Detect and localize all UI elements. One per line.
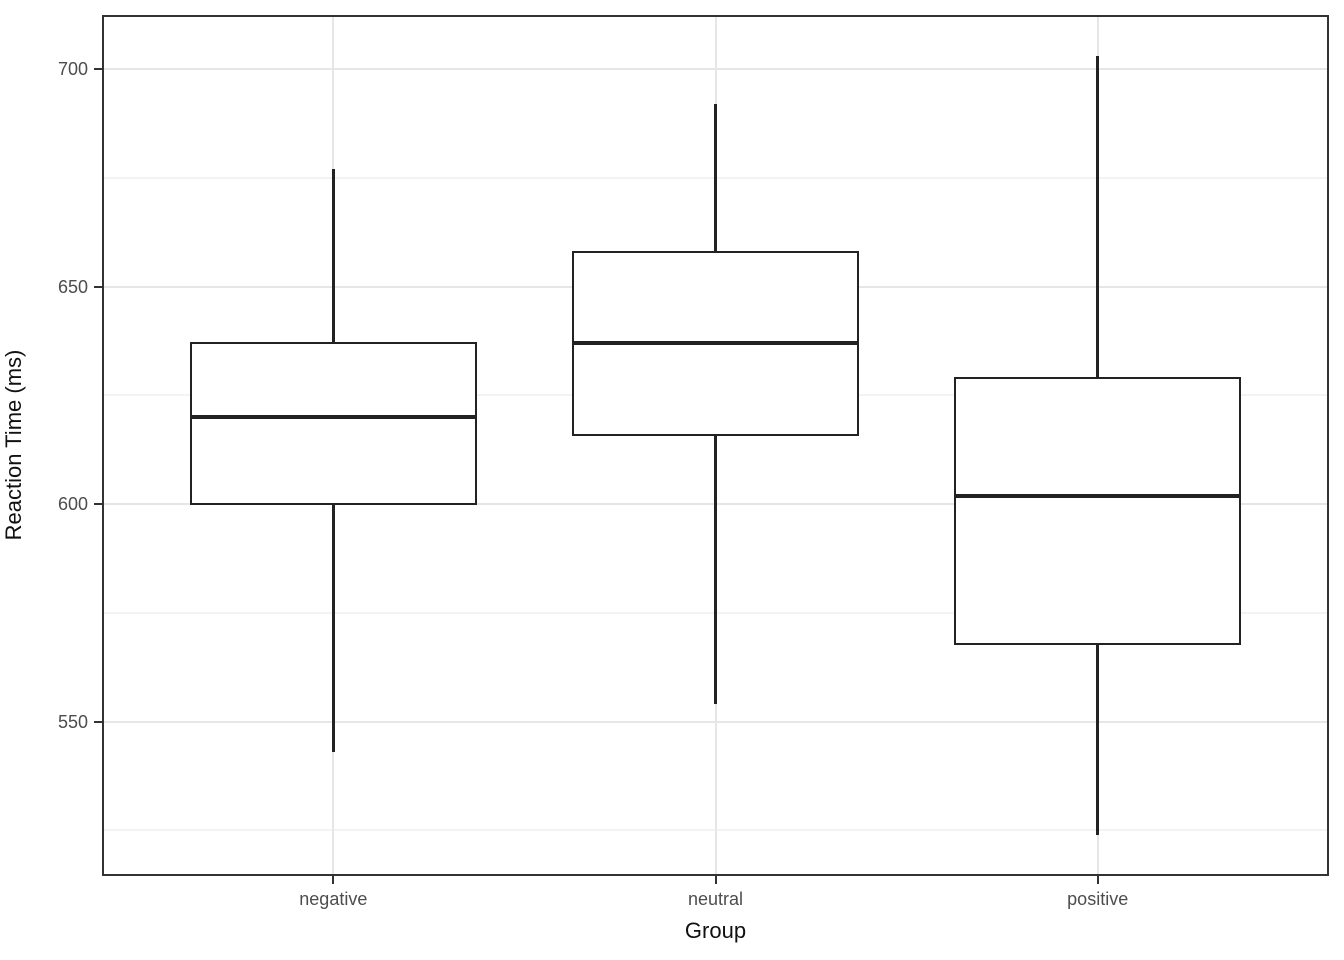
y-tick-mark <box>94 285 102 288</box>
x-tick-label: negative <box>299 889 368 909</box>
y-tick-label: 600 <box>57 494 88 515</box>
x-axis-title: Group <box>684 918 747 943</box>
whisker-lower <box>714 434 717 705</box>
iqr-box <box>189 342 477 506</box>
y-tick-label: 700 <box>57 59 88 80</box>
y-tick-mark <box>94 68 102 71</box>
y-axis-title: Reaction Time (ms) <box>1 349 26 541</box>
whisker-upper <box>714 104 717 252</box>
x-tick-mark <box>714 876 717 884</box>
iqr-box <box>954 376 1241 645</box>
y-tick-label: 650 <box>57 276 88 297</box>
whisker-upper <box>1096 56 1099 379</box>
boxplots-layer <box>102 15 1329 876</box>
whisker-lower <box>332 504 335 753</box>
whisker-lower <box>1096 643 1099 835</box>
whisker-upper <box>332 169 335 344</box>
x-tick-label: positive <box>1067 889 1129 909</box>
x-tick-label: neutral <box>687 889 744 909</box>
x-tick-mark <box>1096 876 1099 884</box>
median-line <box>189 415 477 420</box>
median-line <box>954 493 1241 498</box>
y-tick-label: 550 <box>57 711 88 732</box>
x-tick-mark <box>332 876 335 884</box>
y-tick-mark <box>94 503 102 506</box>
median-line <box>572 341 859 346</box>
y-tick-mark <box>94 720 102 723</box>
